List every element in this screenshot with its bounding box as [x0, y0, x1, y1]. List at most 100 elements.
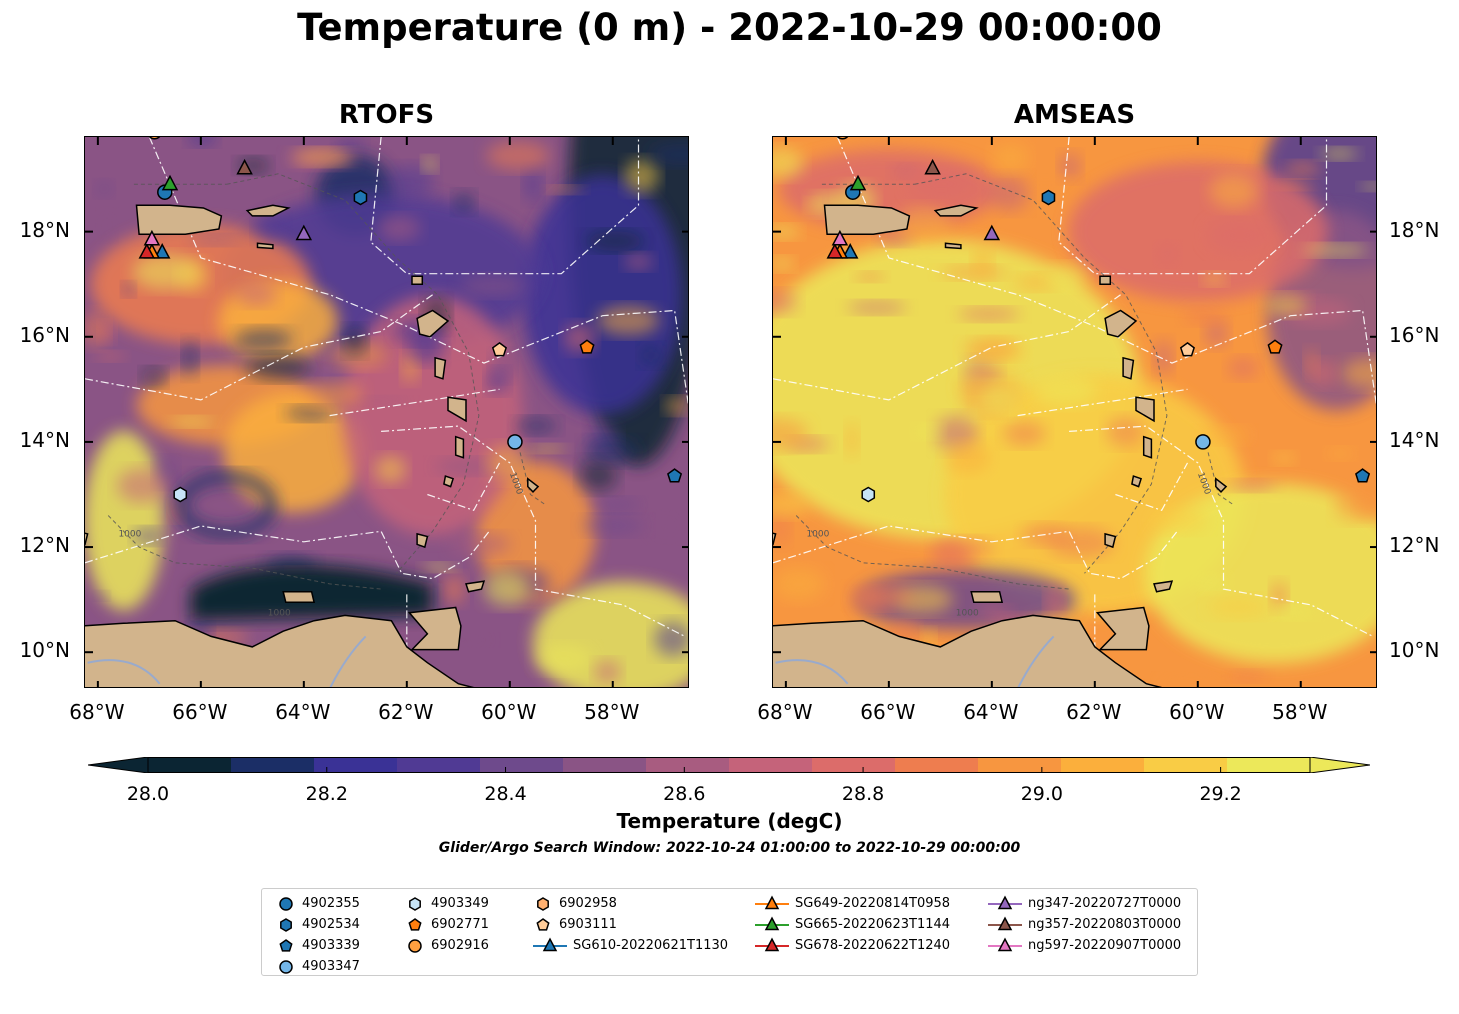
- platform-marker-SG665-20220623T1144[interactable]: [849, 174, 867, 191]
- axis-ticks: [85, 137, 688, 687]
- platform-marker-SG610-20220621T1130[interactable]: [841, 242, 859, 259]
- x-tick-label: 66°W: [172, 700, 228, 724]
- legend-label: ng597-20220907T0000: [1028, 937, 1182, 953]
- platform-marker-SG610-20220621T1130[interactable]: [153, 242, 171, 259]
- legend-label: 6902916: [431, 937, 489, 953]
- platform-legend: 4902355 4902534 4903339 4903347 4903349 69027…: [261, 888, 1198, 976]
- land-margarita: [282, 590, 316, 604]
- map-amseas[interactable]: 1000 1000 1000: [772, 136, 1377, 688]
- platform-marker-4903347[interactable]: [1195, 434, 1211, 450]
- contour-label: 1000: [268, 608, 291, 618]
- platform-marker-ng347-20220727T0000[interactable]: [295, 224, 313, 241]
- colorbar-segment: [563, 757, 647, 773]
- colorbar-tick-label: 28.2: [305, 783, 348, 805]
- legend-item-6902958: 6902958: [533, 893, 617, 913]
- pentagon-marker-icon: [408, 918, 422, 931]
- platform-marker-6902916[interactable]: [148, 137, 162, 140]
- land-trinidad: [1095, 606, 1150, 651]
- platform-marker-6902916[interactable]: [836, 137, 850, 140]
- platform-marker-SG665-20220623T1144[interactable]: [161, 174, 179, 191]
- legend-label: ng347-20220727T0000: [1028, 895, 1182, 911]
- x-tick-label: 64°W: [275, 700, 331, 724]
- land-dominica: [434, 356, 447, 380]
- platform-marker-SG678-20220622T1240[interactable]: [826, 242, 844, 259]
- eez-boundaries: [85, 137, 688, 687]
- triangle-marker-icon: [533, 937, 567, 952]
- bathymetry-contours: [795, 173, 1235, 590]
- land-dominica: [1122, 356, 1135, 380]
- pentagon-marker-icon: [279, 939, 293, 952]
- legend-item-6902771: 6902771: [405, 914, 489, 934]
- land-st-vincent: [1131, 475, 1143, 488]
- x-tick-label: 64°W: [963, 700, 1019, 724]
- land-bonaire: [773, 532, 777, 546]
- triangle-marker-icon: [755, 937, 789, 952]
- colorbar-segment: [231, 757, 315, 773]
- triangle-marker-icon: [988, 895, 1022, 910]
- platform-marker-4903339[interactable]: [667, 468, 683, 483]
- circle-marker-icon: [408, 939, 422, 953]
- platform-marker-4903349[interactable]: [173, 486, 188, 503]
- land-st-vincent: [443, 475, 455, 488]
- legend-label: 4903339: [302, 937, 360, 953]
- land-st-croix: [256, 242, 274, 250]
- legend-item-ng597-20220907T0000: ng597-20220907T0000: [988, 935, 1181, 955]
- platform-marker-4902534[interactable]: [1041, 189, 1056, 206]
- land-tobago: [465, 580, 486, 593]
- legend-label: 4902534: [302, 916, 360, 932]
- colorbar-segment: [314, 757, 398, 773]
- land-st-croix: [944, 242, 962, 250]
- legend-label: SG678-20220622T1240: [795, 937, 951, 953]
- y-tick-label-right: 10°N: [1389, 638, 1440, 663]
- platform-marker-6903111[interactable]: [491, 341, 507, 357]
- platform-marker-4903349[interactable]: [861, 486, 876, 503]
- y-tick-label-left: 10°N: [19, 638, 70, 663]
- y-tick-label-right: 14°N: [1389, 427, 1440, 452]
- platform-marker-SG678-20220622T1240[interactable]: [138, 242, 156, 259]
- platform-marker-4902534[interactable]: [353, 189, 368, 206]
- hexagon-marker-icon: [280, 918, 292, 932]
- legend-label: 4903349: [431, 895, 489, 911]
- land-st-lucia: [1142, 435, 1153, 459]
- land: [773, 204, 1228, 687]
- map-rtofs[interactable]: 1000 1000 1000: [84, 136, 689, 688]
- platform-marker-ng357-20220803T0000[interactable]: [236, 158, 253, 175]
- contour-label: 1000: [806, 530, 829, 540]
- land-grenada: [416, 532, 429, 549]
- colorbar-segment: [729, 757, 813, 773]
- colorbar-extend-min: [87, 756, 149, 774]
- platform-marker-ng597-20220907T0000[interactable]: [143, 229, 161, 246]
- circle-marker-icon: [279, 897, 293, 911]
- platform-marker-4903347[interactable]: [507, 434, 523, 450]
- land-virgin: [933, 204, 979, 217]
- platform-marker-ng357-20220803T0000[interactable]: [924, 158, 941, 175]
- platform-marker-ng347-20220727T0000[interactable]: [983, 224, 1001, 241]
- x-tick-label: 58°W: [1272, 700, 1328, 724]
- colorbar-tick-label: 28.4: [484, 783, 527, 805]
- platform-marker-6903111[interactable]: [1179, 341, 1195, 357]
- legend-item-4902355: 4902355: [276, 893, 360, 913]
- colorbar-tick-label: 29.0: [1020, 783, 1063, 805]
- legend-item-SG678-20220622T1240: SG678-20220622T1240: [755, 935, 950, 955]
- triangle-marker-icon: [988, 916, 1022, 931]
- x-tick-label: 60°W: [1169, 700, 1225, 724]
- triangle-marker-icon: [755, 916, 789, 931]
- legend-item-SG649-20220814T0958: SG649-20220814T0958: [755, 893, 950, 913]
- platform-marker-6902771[interactable]: [1267, 339, 1283, 354]
- land-mainland: [85, 614, 475, 687]
- land-guadeloupe: [1104, 309, 1138, 338]
- legend-item-6902916: 6902916: [405, 935, 489, 955]
- colorbar-tick-label: 29.2: [1199, 783, 1242, 805]
- land-trinidad: [407, 606, 462, 651]
- platform-marker-6902771[interactable]: [579, 339, 595, 354]
- legend-label: 6902771: [431, 916, 489, 932]
- platform-marker-4903339[interactable]: [1355, 468, 1371, 483]
- legend-label: SG665-20220623T1144: [795, 916, 951, 932]
- land-martinique: [1135, 396, 1155, 423]
- platform-marker-ng597-20220907T0000[interactable]: [831, 229, 849, 246]
- y-tick-label-right: 18°N: [1389, 217, 1440, 242]
- land-barbados: [1215, 477, 1228, 493]
- land-antigua: [411, 275, 424, 285]
- colorbar-segment: [1144, 757, 1228, 773]
- legend-item-4902534: 4902534: [276, 914, 360, 934]
